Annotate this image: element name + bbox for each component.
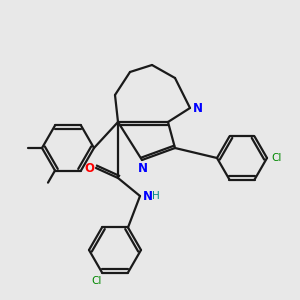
Text: N: N — [193, 101, 203, 115]
Text: O: O — [84, 161, 94, 175]
Text: H: H — [152, 191, 160, 201]
Text: Cl: Cl — [272, 153, 282, 163]
Text: Cl: Cl — [92, 276, 102, 286]
Text: N: N — [143, 190, 153, 202]
Text: N: N — [138, 162, 148, 175]
